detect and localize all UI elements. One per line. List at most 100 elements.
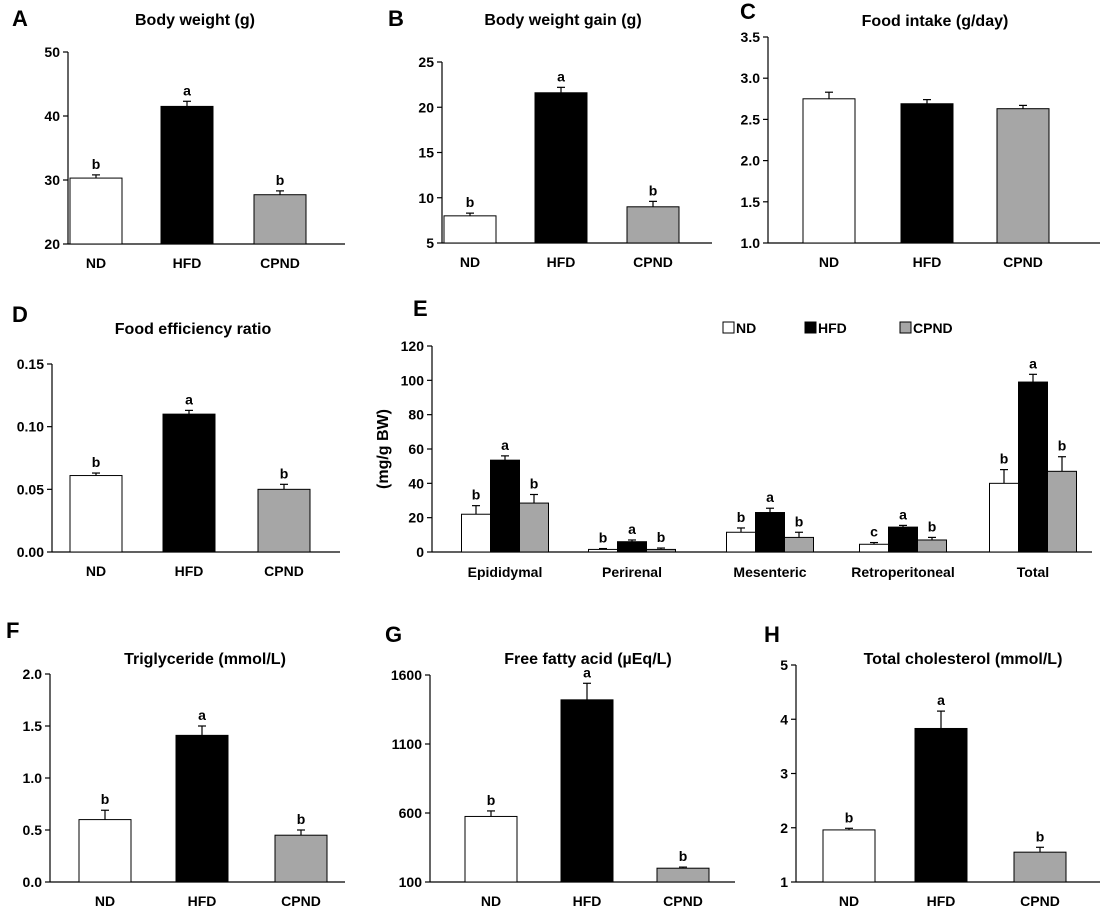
panel-letter: F: [6, 618, 19, 643]
y-tick-label: 0.05: [17, 481, 44, 497]
significance-label: b: [92, 454, 101, 470]
chart-title: Total cholesterol (mmol/L): [864, 651, 1063, 668]
bar-cpnd: [519, 502, 549, 553]
y-tick-label: 100: [401, 372, 425, 388]
chart-panel-e: E (mg/g BW) 0 20 40 60 80 100 120 b a b Epididymal b a…: [375, 296, 1092, 580]
panel-letter: H: [764, 622, 780, 647]
bar-nd: [461, 513, 491, 553]
y-tick-label: 50: [44, 44, 60, 60]
significance-label: b: [679, 848, 688, 864]
significance-label: a: [1029, 355, 1037, 371]
bar-nd: [78, 819, 132, 883]
significance-label: a: [185, 391, 193, 407]
category-label: HFD: [573, 893, 602, 909]
y-tick-label: 3.5: [741, 29, 761, 45]
y-tick-label: 1.5: [23, 718, 43, 734]
y-tick-label: 40: [408, 475, 424, 491]
panel-letter: D: [12, 302, 28, 327]
bar-nd: [822, 829, 876, 883]
y-tick-label: 5: [780, 657, 788, 673]
y-tick-label: 20: [408, 510, 424, 526]
significance-label: b: [472, 487, 481, 503]
y-tick-label: 1.0: [741, 235, 761, 251]
y-tick-label: 0.5: [23, 822, 43, 838]
significance-label: b: [1036, 828, 1045, 844]
significance-label: a: [628, 521, 636, 537]
chart-title: Food intake (g/day): [862, 13, 1009, 30]
chart-title: Body weight (g): [135, 12, 255, 29]
y-tick-label: 60: [408, 441, 424, 457]
category-label: CPND: [260, 255, 300, 271]
chart-panel-a: A Body weight (g) 20 30 40 50 b ND a HFD b CPND: [12, 6, 345, 271]
bar-hfd: [888, 526, 918, 553]
bar-cpnd: [917, 539, 947, 553]
y-tick-label: 1: [780, 874, 788, 890]
chart-title: Triglyceride (mmol/L): [124, 651, 286, 668]
y-tick-label: 1100: [392, 736, 423, 752]
bar-nd: [69, 177, 123, 245]
chart-title: Free fatty acid (µEq/L): [504, 651, 671, 668]
significance-label: b: [487, 792, 496, 808]
significance-label: b: [928, 518, 937, 534]
legend-swatch: [804, 321, 817, 334]
y-tick-label: 3: [780, 766, 788, 782]
category-label: ND: [86, 563, 106, 579]
category-label: HFD: [913, 254, 942, 270]
chart-title: Body weight gain (g): [484, 12, 641, 29]
bar-hfd: [560, 699, 614, 883]
bar-nd: [989, 482, 1019, 553]
y-tick-label: 1.5: [741, 194, 761, 210]
y-tick-label: 0.10: [17, 419, 44, 435]
y-tick-label: 80: [408, 407, 424, 423]
y-axis-title: (mg/g BW): [375, 409, 392, 489]
bar-cpnd: [656, 867, 710, 883]
chart-panel-b: B Body weight gain (g) 5 10 15 20 25 b ND a HFD b CP…: [388, 6, 712, 270]
bar-hfd: [175, 734, 229, 883]
chart-panel-h: H Total cholesterol (mmol/L) 1 2 3 4 5 b ND a HFD b…: [764, 622, 1100, 909]
significance-label: a: [198, 707, 206, 723]
significance-label: b: [530, 475, 539, 491]
chart-title: Food efficiency ratio: [115, 321, 272, 338]
legend-label: HFD: [818, 320, 847, 336]
category-label: ND: [95, 893, 115, 909]
significance-label: b: [657, 529, 666, 545]
category-label: CPND: [633, 254, 673, 270]
significance-label: b: [1000, 451, 1009, 467]
bar-cpnd: [1013, 851, 1067, 883]
bar-nd: [464, 815, 518, 883]
bar-nd: [588, 548, 618, 553]
y-tick-label: 2: [780, 820, 788, 836]
y-tick-label: 2.5: [741, 111, 761, 127]
category-label: Epididymal: [468, 564, 543, 580]
y-tick-label: 2.0: [23, 666, 43, 682]
panel-letter: E: [413, 296, 428, 321]
panel-letter: G: [385, 622, 402, 647]
significance-label: a: [766, 489, 774, 505]
category-label: CPND: [1020, 893, 1060, 909]
significance-label: b: [795, 513, 804, 529]
y-tick-label: 1600: [391, 667, 422, 683]
category-label: ND: [481, 893, 501, 909]
chart-panel-d: D Food efficiency ratio 0.00 0.05 0.10 0.15 b N…: [12, 302, 340, 579]
significance-label: b: [599, 530, 608, 546]
category-label: HFD: [547, 254, 576, 270]
y-tick-label: 10: [418, 190, 434, 206]
significance-label: c: [870, 524, 878, 540]
category-label: ND: [86, 255, 106, 271]
bar-hfd: [534, 92, 588, 244]
significance-label: b: [845, 809, 854, 825]
category-label: ND: [460, 254, 480, 270]
y-tick-label: 100: [399, 874, 423, 890]
y-tick-label: 1.0: [23, 770, 43, 786]
y-tick-label: 0.00: [17, 544, 44, 560]
bar-hfd: [1018, 381, 1048, 553]
y-tick-label: 20: [44, 236, 60, 252]
bar-cpnd: [253, 194, 307, 245]
bar-cpnd: [274, 834, 328, 883]
legend-label: ND: [736, 320, 756, 336]
significance-label: a: [583, 664, 591, 680]
bar-hfd: [617, 541, 647, 553]
y-tick-label: 2.0: [741, 153, 761, 169]
significance-label: b: [1058, 438, 1067, 454]
